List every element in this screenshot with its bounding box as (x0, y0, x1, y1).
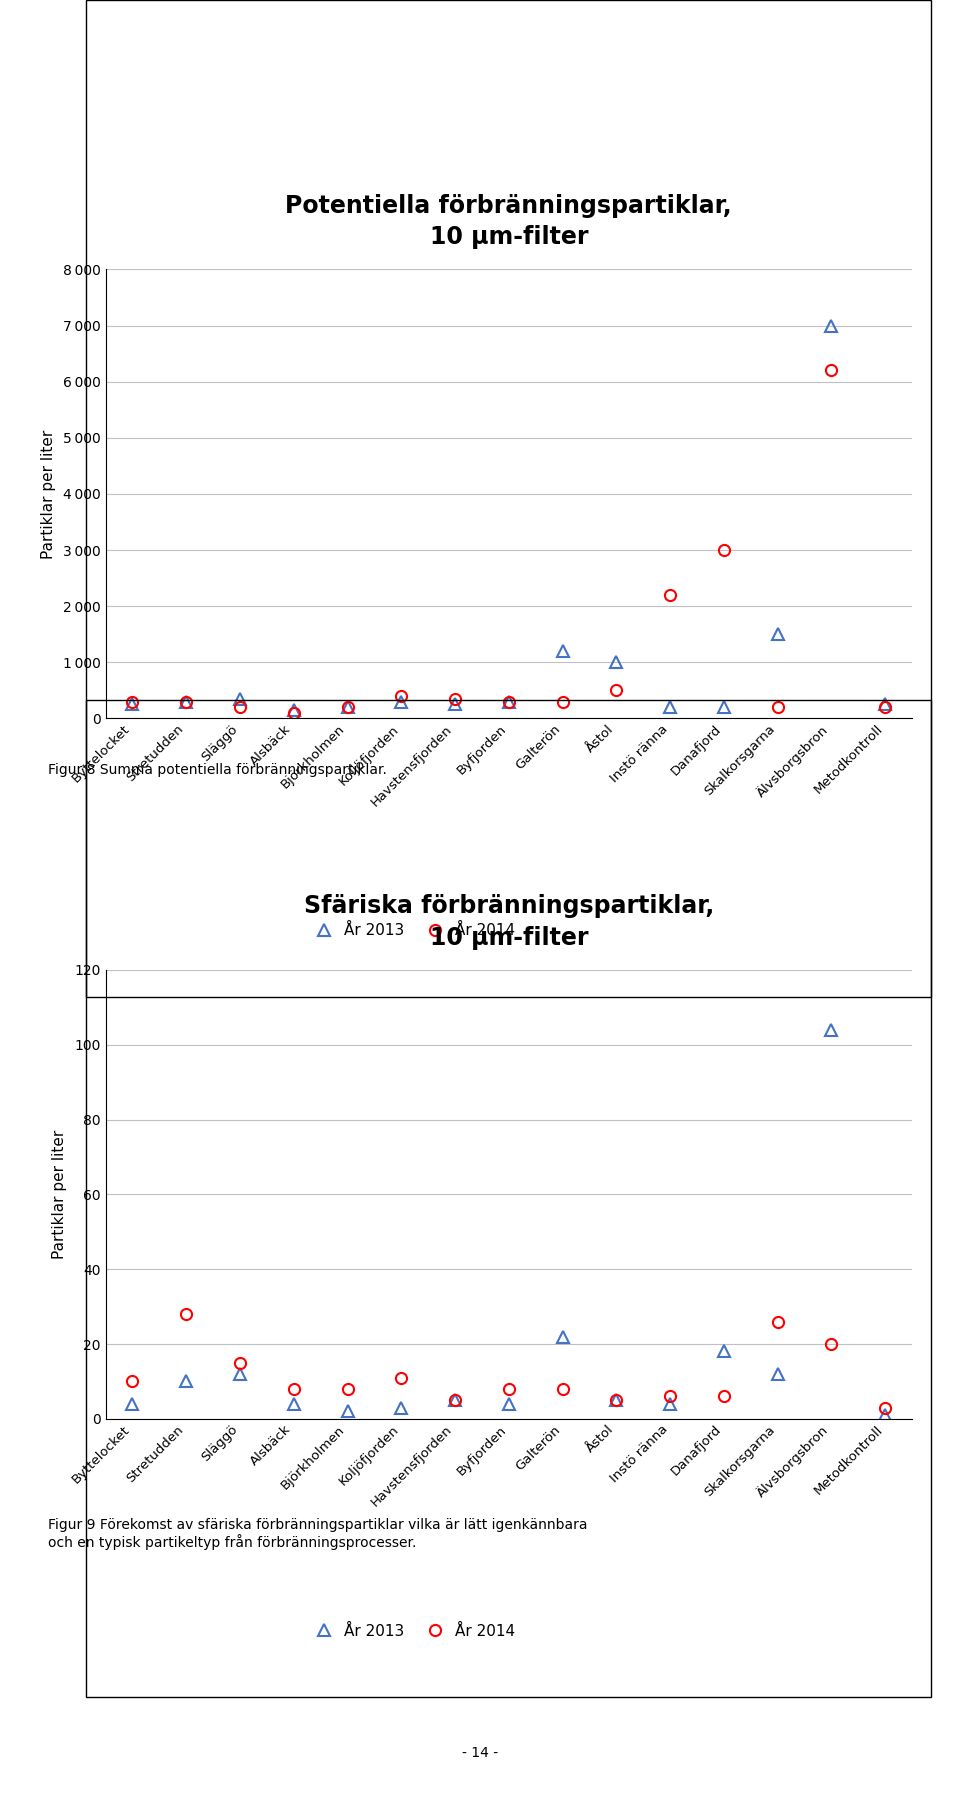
Text: Figur 9 Förekomst av sfäriska förbränningspartiklar vilka är lätt igenkännbara
o: Figur 9 Förekomst av sfäriska förbrännin… (48, 1518, 588, 1550)
Title: Sfäriska förbränningspartiklar,
10 µm-filter: Sfäriska förbränningspartiklar, 10 µm-fi… (303, 894, 714, 950)
Text: - 14 -: - 14 - (462, 1746, 498, 1760)
Title: Potentiella förbränningspartiklar,
10 µm-filter: Potentiella förbränningspartiklar, 10 µm… (285, 194, 732, 250)
Text: Figur 8 Summa potentiella förbränningspartiklar.: Figur 8 Summa potentiella förbränningspa… (48, 763, 387, 778)
Y-axis label: Partiklar per liter: Partiklar per liter (53, 1130, 67, 1259)
Legend: År 2013, År 2014: År 2013, År 2014 (303, 918, 521, 945)
Legend: År 2013, År 2014: År 2013, År 2014 (303, 1618, 521, 1645)
Y-axis label: Partiklar per liter: Partiklar per liter (41, 429, 56, 559)
